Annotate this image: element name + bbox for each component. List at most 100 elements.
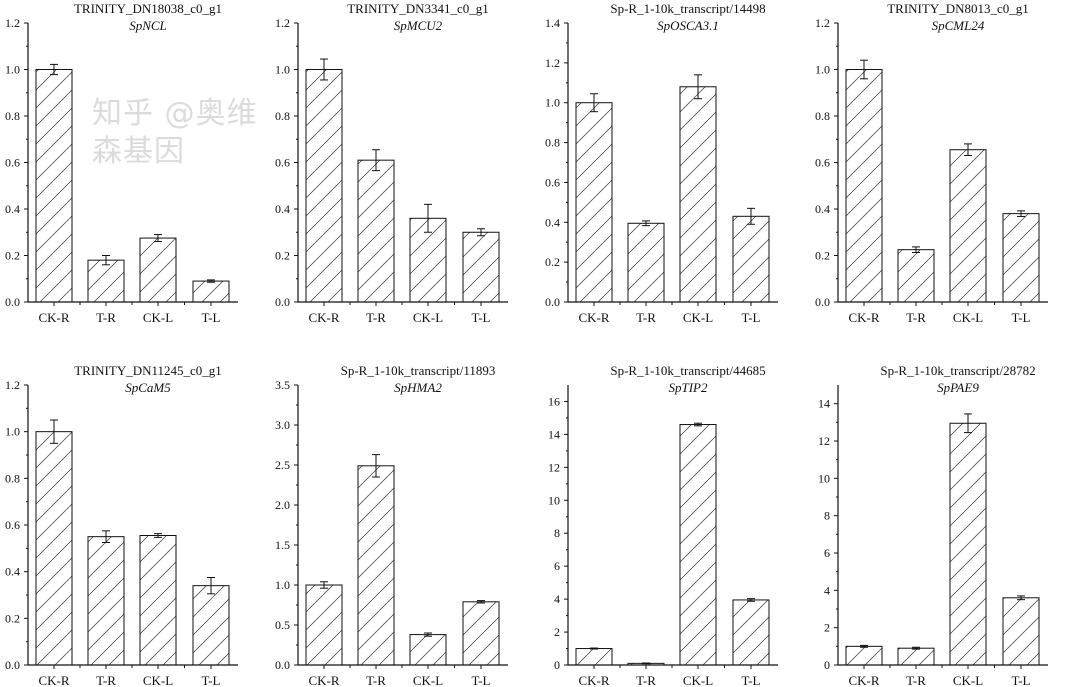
y-tick-label: 0.6: [815, 156, 830, 170]
chart-panel-7: Sp-R_1-10k_transcript/44685 SpTIP2 0 2 4 6 8 10…: [548, 363, 778, 687]
chart-subtitle: SpCML24: [932, 18, 985, 33]
y-tick-label: 0.0: [545, 295, 560, 309]
y-tick-label: 10: [818, 471, 830, 485]
y-tick-label: 0.4: [815, 202, 830, 216]
y-tick-label: 16: [548, 394, 560, 408]
bar-CK-L: [139, 237, 177, 303]
chart-title: TRINITY_DN18038_c0_g1: [74, 1, 222, 16]
y-tick-label: 0.6: [5, 156, 20, 170]
bar-T-R: [897, 647, 935, 666]
chart-panel-4: TRINITY_DN8013_c0_g1 SpCML24 0.0 0.2 0.4 0.6 0…: [815, 1, 1048, 325]
y-tick-label: 0.2: [545, 255, 560, 269]
x-tick-label: T-L: [741, 310, 760, 325]
bar-CK-L: [139, 535, 177, 666]
x-tick-label: CK-L: [413, 673, 443, 687]
bar-T-R: [357, 159, 395, 303]
x-tick-label: T-R: [636, 673, 656, 687]
y-tick-label: 10: [548, 493, 560, 507]
x-tick-label: T-R: [96, 673, 116, 687]
y-tick-label: 1.2: [5, 378, 20, 392]
bar-T-L: [1002, 597, 1040, 666]
chart-title: Sp-R_1-10k_transcript/14498: [610, 1, 765, 16]
x-tick-label: CK-R: [38, 673, 69, 687]
x-tick-label: T-L: [741, 673, 760, 687]
x-tick-label: T-R: [636, 310, 656, 325]
y-tick-label: 1.0: [5, 63, 20, 77]
y-tick-label: 2: [824, 621, 830, 635]
chart-panel-3: Sp-R_1-10k_transcript/14498 SpOSCA3.1 0.0 0…: [545, 1, 778, 325]
y-tick-label: 12: [548, 460, 560, 474]
y-tick-label: 14: [818, 397, 830, 411]
bar-CK-R: [845, 645, 883, 666]
bar-T-L: [192, 280, 230, 303]
y-tick-label: 0.2: [275, 249, 290, 263]
bar-T-R: [627, 222, 665, 303]
bar-T-L: [462, 231, 500, 303]
x-tick-label: T-L: [1011, 310, 1030, 325]
x-tick-label: CK-R: [308, 673, 339, 687]
y-tick-label: 1.4: [545, 16, 560, 30]
x-tick-label: CK-L: [683, 673, 713, 687]
y-tick-label: 0.4: [275, 202, 290, 216]
x-tick-label: T-L: [471, 310, 490, 325]
y-tick-label: 8: [824, 509, 830, 523]
y-tick-label: 0.8: [5, 471, 20, 485]
y-tick-label: 0.8: [815, 109, 830, 123]
x-tick-label: T-R: [906, 310, 926, 325]
bar-CK-R: [845, 69, 883, 303]
y-tick-label: 0.6: [275, 156, 290, 170]
bar-T-R: [87, 536, 125, 666]
y-tick-label: 1.0: [815, 63, 830, 77]
x-tick-label: CK-L: [413, 310, 443, 325]
y-tick-label: 3.5: [275, 378, 290, 392]
y-tick-label: 3.0: [275, 418, 290, 432]
x-tick-label: CK-L: [683, 310, 713, 325]
x-tick-label: T-L: [201, 310, 220, 325]
y-tick-label: 0.8: [545, 136, 560, 150]
y-tick-label: 1.5: [275, 538, 290, 552]
x-tick-label: CK-R: [848, 673, 879, 687]
bar-CK-R: [305, 584, 343, 666]
bar-CK-L: [949, 422, 987, 666]
y-tick-label: 0.2: [5, 611, 20, 625]
y-tick-label: 0.0: [815, 295, 830, 309]
y-tick-label: 0.0: [275, 658, 290, 672]
y-tick-label: 1.2: [275, 16, 290, 30]
y-tick-label: 4: [824, 583, 830, 597]
y-tick-label: 8: [554, 526, 560, 540]
y-tick-label: 1.0: [545, 96, 560, 110]
x-tick-label: T-R: [96, 310, 116, 325]
chart-title: TRINITY_DN8013_c0_g1: [887, 1, 1029, 16]
chart-panel-1: TRINITY_DN18038_c0_g1 SpNCL 0.0 0.2 0.4 0.6 0.…: [5, 1, 238, 325]
chart-title: TRINITY_DN11245_c0_g1: [74, 363, 222, 378]
bar-CK-L: [679, 424, 717, 666]
chart-title: Sp-R_1-10k_transcript/44685: [610, 363, 765, 378]
bar-CK-R: [575, 648, 613, 666]
chart-title: Sp-R_1-10k_transcript/28782: [880, 363, 1035, 378]
y-tick-label: 0.4: [5, 202, 20, 216]
x-tick-label: CK-R: [578, 310, 609, 325]
x-tick-label: CK-L: [143, 310, 173, 325]
y-tick-label: 6: [824, 546, 830, 560]
x-tick-label: CK-L: [953, 673, 983, 687]
chart-subtitle: SpNCL: [129, 18, 167, 33]
x-tick-label: T-L: [1011, 673, 1030, 687]
chart-subtitle: SpTIP2: [669, 380, 709, 395]
y-tick-label: 2.0: [275, 498, 290, 512]
x-tick-label: T-L: [201, 673, 220, 687]
y-tick-label: 2: [554, 625, 560, 639]
bar-CK-R: [35, 69, 73, 303]
y-tick-label: 0.8: [5, 109, 20, 123]
y-tick-label: 1.2: [815, 16, 830, 30]
x-tick-label: CK-R: [848, 310, 879, 325]
y-tick-label: 1.2: [5, 16, 20, 30]
chart-subtitle: SpHMA2: [394, 380, 442, 395]
x-tick-label: CK-R: [38, 310, 69, 325]
y-tick-label: 0.2: [5, 249, 20, 263]
bar-CK-L: [679, 86, 717, 303]
bar-T-R: [357, 465, 395, 666]
bar-T-L: [192, 585, 230, 666]
y-tick-label: 0.8: [275, 109, 290, 123]
y-tick-label: 14: [548, 427, 560, 441]
